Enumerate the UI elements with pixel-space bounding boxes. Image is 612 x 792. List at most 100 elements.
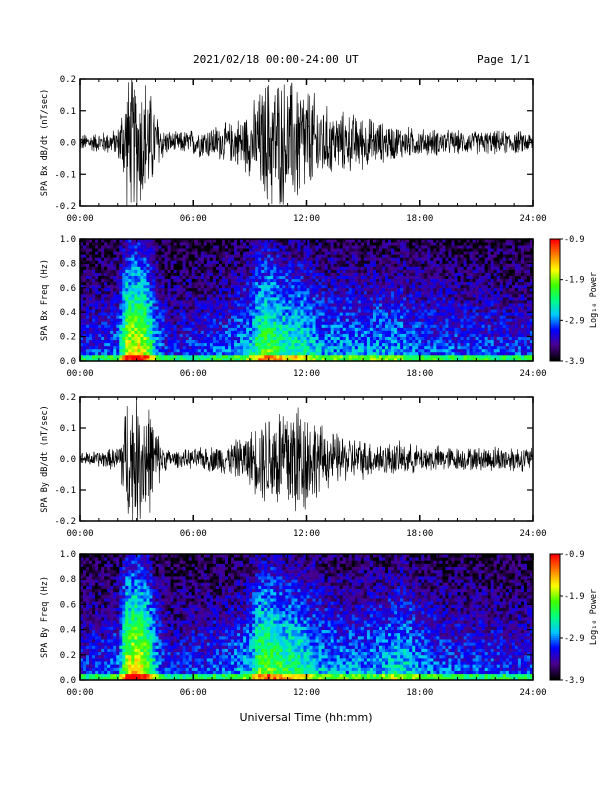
spectrogram-cell [212, 303, 217, 307]
spectrogram-cell [101, 242, 105, 246]
spectrogram-cell [279, 300, 283, 304]
spectrogram-cell [333, 339, 338, 344]
spectrogram-cell [309, 287, 313, 292]
spectrogram-cell [354, 333, 359, 337]
spectrogram-cell [125, 290, 129, 295]
spectrogram-cell [406, 272, 410, 276]
spectrogram-cell [161, 312, 165, 316]
spectrogram-cell [137, 263, 141, 267]
spectrogram-cell [113, 303, 117, 307]
spectrogram-cell [107, 351, 111, 356]
spectrogram-cell [433, 281, 437, 286]
spectrogram-cell [333, 245, 338, 249]
spectrogram-cell [385, 269, 389, 273]
spectrogram-cell [261, 254, 265, 258]
spectrogram-cell [231, 333, 235, 337]
spectrogram-cell [409, 278, 413, 283]
spectrogram-cell [321, 245, 326, 249]
spectrogram-cell [143, 260, 147, 264]
spectrogram-cell [348, 278, 353, 283]
spectrogram-cell [146, 351, 150, 356]
spectrogram-cell [221, 290, 226, 295]
spectrogram-cell [403, 278, 407, 283]
spectrogram-cell [394, 327, 398, 331]
spectrogram-cell [170, 263, 175, 267]
spectrogram-cell [240, 342, 244, 347]
spectrogram-cell [397, 345, 401, 350]
spectrogram-cell [218, 239, 223, 243]
spectrogram-cell [397, 251, 401, 255]
spectrogram-cell [134, 260, 138, 264]
spectrogram-cell [83, 272, 87, 276]
spectrogram-cell [83, 239, 87, 243]
spectrogram-cell [424, 284, 428, 289]
spectrogram-cell [415, 266, 419, 270]
spectrogram-cell [86, 327, 90, 331]
spectrogram-cell [312, 309, 316, 313]
spectrogram-cell [249, 278, 253, 283]
spectrogram-cell [212, 260, 217, 264]
spectrogram-cell [246, 239, 250, 243]
spectrogram-cell [188, 309, 193, 313]
spectrogram-cell [170, 351, 175, 356]
spectrogram-cell [412, 339, 416, 344]
spectrogram-cell [149, 312, 153, 316]
spectrogram-cell [221, 248, 226, 252]
spectrogram-cell [249, 306, 253, 310]
spectrogram-cell [128, 263, 132, 267]
spectrogram-cell [255, 348, 259, 353]
spectrogram-cell [125, 357, 129, 362]
spectrogram-cell [424, 260, 428, 264]
spectrogram-cell [140, 351, 144, 356]
spectrogram-cell [249, 309, 253, 313]
spectrogram-cell [182, 281, 187, 286]
spectrogram-cell [309, 351, 313, 356]
spectrogram-cell [412, 287, 416, 292]
spectrogram-cell [227, 254, 232, 258]
spectrogram-cell [101, 324, 105, 328]
spectrogram-cell [134, 354, 138, 359]
spectrogram-cell [348, 242, 353, 246]
spectrogram-cell [243, 284, 247, 289]
spectrogram-cell [200, 251, 205, 255]
spectrogram-cell [412, 330, 416, 334]
spectrogram-cell [394, 242, 398, 246]
spectrogram-cell [273, 275, 277, 280]
spectrogram-cell [182, 254, 187, 258]
spectrogram-cell [330, 281, 335, 286]
spectrogram-cell [418, 254, 422, 258]
spectrogram-cell [258, 327, 262, 331]
spectrogram-cell [318, 278, 322, 283]
spectrogram-cell [110, 248, 114, 252]
spectrogram-cell [255, 336, 259, 341]
spectrogram-cell [200, 257, 205, 261]
spectrogram-cell [385, 296, 389, 301]
spectrogram-cell [433, 345, 437, 350]
spectrogram-cell [448, 312, 452, 316]
spectrogram-cell [191, 333, 196, 337]
spectrogram-cell [149, 266, 153, 270]
spectrogram-cell [282, 263, 286, 267]
spectrogram-cell [430, 296, 434, 301]
spectrogram-cell [282, 300, 286, 304]
spectrogram-cell [312, 245, 316, 249]
spectrogram-cell [279, 248, 283, 252]
spectrogram-cell [161, 348, 165, 353]
spectrogram-cell [104, 300, 108, 304]
spectrogram-cell [375, 327, 380, 331]
spectrogram-cell [321, 327, 326, 331]
spectrogram-cell [415, 242, 419, 246]
spectrogram-cell [430, 339, 434, 344]
spectrogram-cell [212, 300, 217, 304]
spectrogram-cell [137, 318, 141, 322]
spectrogram-cell [203, 309, 208, 313]
spectrogram-cell [224, 333, 229, 337]
spectrogram-cell [357, 315, 362, 319]
spectrogram-cell [309, 260, 313, 264]
spectrogram-cell [397, 300, 401, 304]
spectrogram-cell [348, 342, 353, 347]
spectrogram-cell [95, 339, 99, 344]
spectrogram-cell [80, 303, 84, 307]
spectrogram-cell [309, 263, 313, 267]
spectrogram-cell [294, 324, 298, 328]
